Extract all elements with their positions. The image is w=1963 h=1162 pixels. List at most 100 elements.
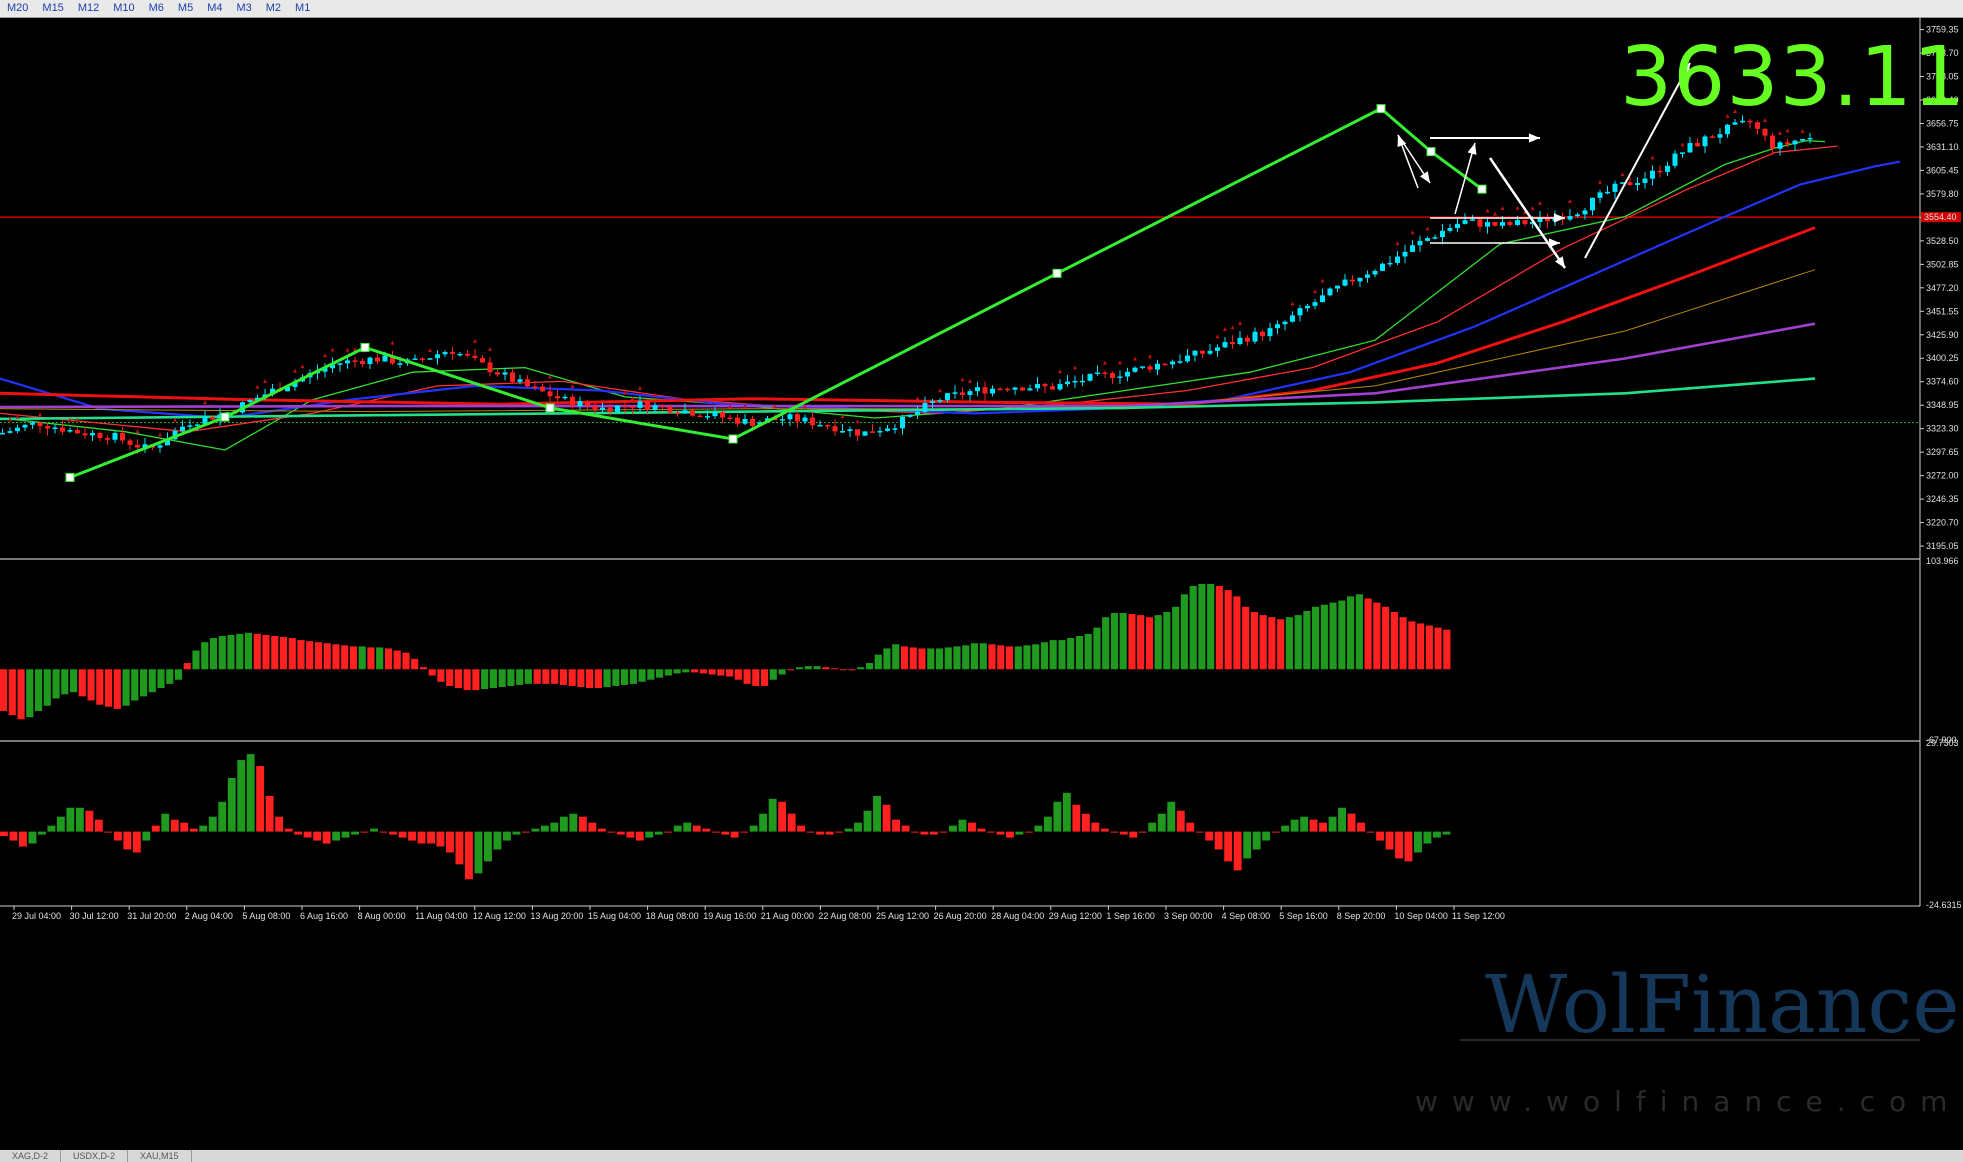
symbol-tab[interactable]: XAU,M15	[128, 1150, 192, 1162]
bull-candle	[7, 431, 13, 433]
histogram-bar	[1395, 831, 1403, 859]
histogram-bar	[454, 669, 462, 689]
bear-candle	[1005, 388, 1010, 391]
timeframe-button-m4[interactable]: M4	[207, 2, 223, 14]
bear-candle	[1102, 372, 1108, 375]
timeframe-button-m6[interactable]: M6	[148, 2, 164, 14]
histogram-bar	[516, 669, 524, 685]
bear-candle	[127, 440, 133, 445]
timeframe-button-m20[interactable]: M20	[7, 2, 29, 14]
bull-candle	[517, 379, 523, 382]
bull-candle	[1635, 183, 1640, 186]
histogram-bar	[140, 669, 148, 697]
histogram-bar	[303, 831, 312, 838]
histogram-bar	[1366, 831, 1375, 833]
histogram-bar	[341, 645, 349, 670]
bear-candle	[1627, 182, 1633, 186]
histogram-bar	[131, 669, 139, 701]
bear-candle	[210, 416, 215, 420]
fractal-marker	[8, 417, 12, 422]
bear-candle	[675, 412, 680, 415]
bull-candle	[1665, 165, 1670, 172]
timeframe-button-m12[interactable]: M12	[77, 2, 100, 14]
bull-candle	[1537, 217, 1543, 222]
histogram-bar	[322, 831, 331, 844]
histogram-bar	[1058, 640, 1066, 670]
histogram-bar	[1195, 831, 1204, 833]
bear-candle	[1260, 331, 1265, 337]
symbol-tab[interactable]: XAG,D-2	[0, 1150, 62, 1162]
histogram-bar	[866, 663, 874, 670]
bull-candle	[1327, 288, 1333, 296]
fractal-marker	[968, 379, 972, 384]
histogram-bar	[66, 807, 75, 832]
bull-candle	[322, 368, 328, 372]
histogram-bar	[612, 669, 620, 686]
histogram-bar	[759, 813, 768, 832]
histogram-bar	[835, 831, 843, 833]
bull-candle	[1440, 230, 1445, 238]
zigzag-node	[65, 472, 75, 482]
price-chart[interactable]: 3759.35 3733.70 3708.05 3682.40 3656.75 3631.…	[0, 18, 1963, 1150]
bull-candle	[345, 360, 350, 364]
time-tick-label: 22 Aug 08:00	[818, 911, 871, 921]
timeframe-button-m5[interactable]: M5	[177, 2, 194, 14]
price-tick-label: 3656.75	[1926, 118, 1959, 128]
timeframe-button-m2[interactable]: M2	[265, 2, 282, 14]
zigzag-node	[360, 342, 370, 352]
bull-candle	[1597, 192, 1603, 198]
histogram-bar	[236, 633, 244, 670]
bull-candle	[1305, 305, 1310, 309]
histogram-bar	[958, 819, 967, 832]
histogram-bar	[314, 642, 323, 670]
histogram-bar	[996, 831, 1005, 835]
timeframe-button-m3[interactable]: M3	[236, 2, 252, 14]
histogram-bar	[577, 669, 585, 687]
histogram-bar	[968, 822, 976, 832]
bull-candle	[1395, 256, 1400, 263]
histogram-bar	[1355, 594, 1363, 670]
histogram-bar	[446, 669, 454, 686]
fractal-marker	[390, 340, 395, 345]
timeframe-button-m1[interactable]: M1	[295, 2, 311, 14]
histogram-bar	[682, 669, 690, 673]
zigzag-node	[1477, 184, 1487, 194]
timeframe-button-m15[interactable]: M15	[42, 2, 64, 14]
fractal-marker	[1313, 289, 1317, 294]
bull-candle	[1065, 381, 1070, 385]
histogram-bar	[507, 669, 515, 686]
time-tick-label: 11 Aug 04:00	[415, 911, 467, 921]
histogram-bar	[1189, 585, 1197, 670]
histogram-bar	[607, 831, 616, 833]
histogram-bar	[17, 669, 25, 720]
timeframe-button-m10[interactable]: M10	[113, 2, 135, 14]
bull-candle	[967, 391, 973, 395]
histogram-bar	[47, 825, 56, 832]
histogram-bar	[1277, 619, 1285, 670]
symbol-tab[interactable]: USDX,D-2	[61, 1150, 129, 1162]
bear-candle	[1762, 128, 1768, 136]
bull-candle	[435, 354, 440, 359]
bear-candle	[795, 414, 800, 422]
histogram-bar	[962, 645, 970, 670]
histogram-bar	[717, 669, 725, 676]
fractal-marker	[548, 374, 552, 379]
histogram-bar	[1034, 825, 1043, 832]
histogram-bar	[85, 810, 94, 832]
histogram-bar	[0, 669, 8, 711]
histogram-bar	[1180, 594, 1188, 670]
histogram-bar	[787, 813, 796, 832]
bear-candle	[495, 372, 500, 375]
bull-candle	[1012, 387, 1018, 390]
histogram-bar	[597, 828, 606, 832]
fractal-marker	[1320, 278, 1325, 283]
fractal-marker	[1493, 211, 1497, 216]
fractal-marker	[15, 414, 20, 419]
histogram-bar	[262, 634, 270, 670]
bull-candle	[457, 353, 463, 356]
histogram-bar	[256, 766, 265, 832]
histogram-bar	[1224, 831, 1233, 862]
histogram-bar	[157, 669, 165, 689]
histogram-bar	[1312, 606, 1320, 670]
bull-candle	[907, 414, 913, 417]
